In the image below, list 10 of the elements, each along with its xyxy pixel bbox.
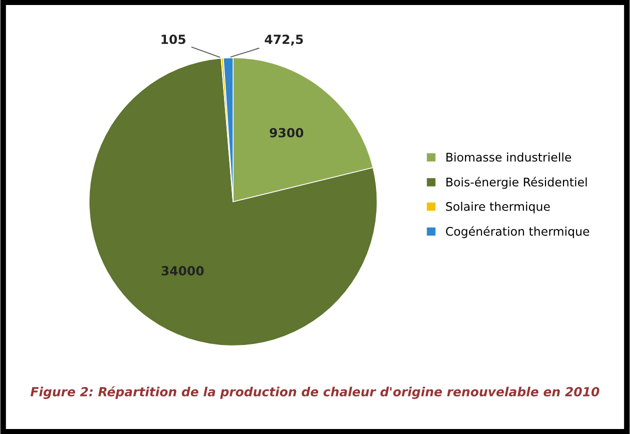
legend-label: Biomasse industrielle	[446, 152, 572, 162]
pie-slice	[88, 58, 378, 346]
caption: Figure 2: Répartition de la production de chaleur d'origine renouvelable en 2010	[30, 386, 600, 399]
legend-label: Cogénération thermique	[446, 226, 590, 238]
legend-label: Solaire thermique	[446, 202, 550, 214]
data-label: 472,5	[264, 34, 303, 46]
legend-label: Bois-énergie Résidentiel	[446, 176, 587, 189]
data-label: 9300	[270, 128, 304, 138]
data-label: 105	[162, 34, 186, 44]
data-label: 34000	[162, 266, 204, 276]
